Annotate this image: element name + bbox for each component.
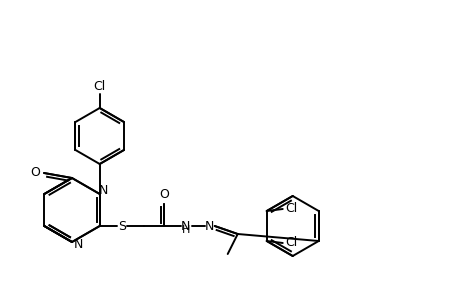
Text: N: N: [205, 220, 214, 232]
Text: O: O: [158, 188, 168, 202]
Text: Cl: Cl: [285, 236, 297, 250]
Text: N: N: [99, 184, 108, 197]
Text: Cl: Cl: [93, 80, 106, 92]
Text: Cl: Cl: [285, 202, 297, 215]
Text: O: O: [30, 167, 40, 179]
Text: N: N: [73, 238, 83, 250]
Text: N: N: [181, 220, 190, 232]
Text: S: S: [118, 220, 125, 232]
Text: H: H: [181, 225, 190, 235]
